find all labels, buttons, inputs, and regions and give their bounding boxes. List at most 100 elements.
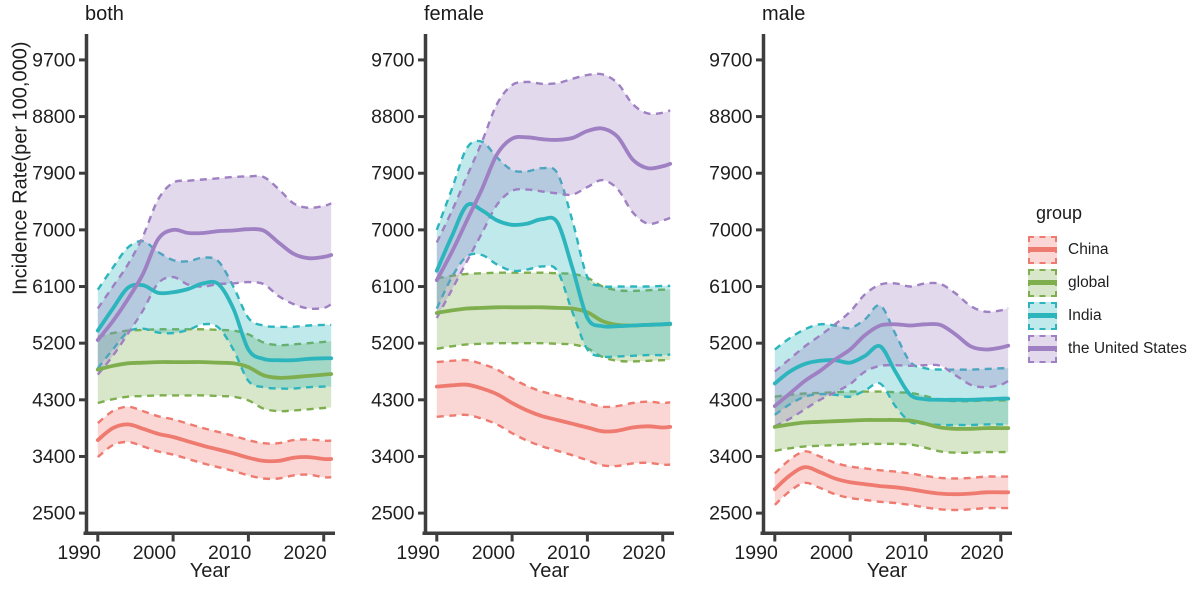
y-tick-label: 9700 xyxy=(32,49,76,71)
y-tick-label: 8800 xyxy=(371,106,415,128)
facet-both: both 9700 8800 7900 7000 6100 5200 4300 3400 250… xyxy=(32,0,335,589)
upper-band-global xyxy=(436,271,671,293)
y-tick-label: 2500 xyxy=(32,503,76,525)
y-tick-label: 5200 xyxy=(32,333,76,355)
legend-item-global: global xyxy=(1028,268,1187,297)
x-axis-title: Year xyxy=(189,560,231,582)
y-tick-label: 5200 xyxy=(709,333,753,355)
x-tick-label: 2010 xyxy=(547,542,591,564)
line-the United States xyxy=(772,322,1011,408)
legend-key-bar xyxy=(1028,313,1057,318)
ribbon-global xyxy=(97,329,332,412)
y-tick-label: 5200 xyxy=(371,333,415,355)
upper-band-China xyxy=(773,450,1009,480)
line-the United States xyxy=(95,227,334,342)
line-China xyxy=(772,465,1011,497)
plot-panel-both: 9700 8800 7900 7000 6100 5200 4300 3400 2500 1990… xyxy=(32,34,335,564)
y-tick-label: 9700 xyxy=(371,49,415,71)
line-India xyxy=(772,343,1011,402)
legend-label: the United States xyxy=(1068,339,1187,357)
lower-band-global xyxy=(436,341,671,363)
legend-key-india-icon xyxy=(1028,301,1057,330)
ribbon-India xyxy=(97,241,332,389)
upper-band-global xyxy=(97,328,332,347)
y-tick-label: 3400 xyxy=(709,446,753,468)
ribbon-the United States xyxy=(436,73,671,319)
legend: group China global India the United Stat… xyxy=(1028,203,1187,369)
lower-band-global xyxy=(774,442,1009,455)
lower-band-China xyxy=(436,413,671,468)
y-tick-label: 7000 xyxy=(371,219,415,241)
legend-label: global xyxy=(1068,273,1110,291)
lower-band-India xyxy=(96,322,332,390)
x-axis-title: Year xyxy=(528,560,570,582)
y-tick-label: 7900 xyxy=(32,163,76,185)
lower-band-China xyxy=(97,440,332,481)
facet-title-female: female xyxy=(424,3,485,25)
upper-band-the United States xyxy=(96,174,332,310)
ribbon-global xyxy=(436,272,671,362)
legend-item-us: the United States xyxy=(1028,334,1187,363)
x-tick-label: 2000 xyxy=(810,542,854,564)
ribbon-global xyxy=(774,391,1009,453)
lower-band-China xyxy=(773,481,1009,512)
y-tick-label: 6100 xyxy=(371,276,415,298)
y-tick-label: 6100 xyxy=(32,276,76,298)
x-tick-label: 2020 xyxy=(283,542,327,564)
ribbon-the United States xyxy=(97,175,332,375)
y-tick-label: 8800 xyxy=(32,106,76,128)
x-tick-label: 2000 xyxy=(133,542,177,564)
y-tick-label: 6100 xyxy=(709,276,753,298)
line-India xyxy=(434,202,673,329)
facet-male: male 9700 8800 7900 7000 6100 5200 4300 3400 250… xyxy=(709,0,1012,589)
line-global xyxy=(772,418,1011,431)
lower-band-India xyxy=(435,252,671,359)
x-tick-label: 2020 xyxy=(960,542,1004,564)
legend-key-global-icon xyxy=(1028,268,1057,297)
legend-label: India xyxy=(1068,306,1102,324)
line-global xyxy=(95,360,334,380)
x-axis-title: Year xyxy=(866,560,908,582)
upper-band-China xyxy=(436,358,671,409)
x-tick-label: 2010 xyxy=(208,542,252,564)
y-tick-label: 3400 xyxy=(371,446,415,468)
y-tick-label: 4300 xyxy=(32,389,76,411)
line-China xyxy=(95,422,334,464)
line-the United States xyxy=(434,126,673,283)
legend-item-india: India xyxy=(1028,301,1187,330)
y-tick-label: 8800 xyxy=(709,106,753,128)
y-tick-label: 7000 xyxy=(709,219,753,241)
legend-item-china: China xyxy=(1028,235,1187,264)
legend-key-bar xyxy=(1028,346,1057,351)
upper-band-India xyxy=(774,303,1009,371)
y-tick-label: 3400 xyxy=(32,446,76,468)
plot-panel-female: 9700 8800 7900 7000 6100 5200 4300 3400 2500 1990… xyxy=(371,34,674,564)
y-tick-label: 4300 xyxy=(709,389,753,411)
legend-key-bar xyxy=(1028,280,1057,285)
upper-band-the United States xyxy=(774,281,1009,373)
upper-band-the United States xyxy=(435,72,671,244)
lower-band-global xyxy=(97,394,332,413)
y-tick-label: 4300 xyxy=(371,389,415,411)
facet-title-male: male xyxy=(762,3,806,25)
facet-female: female 9700 8800 7900 7000 6100 5200 4300 3400 2… xyxy=(371,0,674,589)
y-tick-label: 2500 xyxy=(709,503,753,525)
x-tick-label: 1990 xyxy=(734,542,778,564)
lower-band-India xyxy=(774,381,1009,427)
x-tick-label: 2020 xyxy=(622,542,666,564)
ribbon-China xyxy=(436,359,671,467)
upper-band-India xyxy=(96,239,332,329)
facet-title-both: both xyxy=(85,3,124,25)
plot-panel-male: 9700 8800 7900 7000 6100 5200 4300 3400 2500 1990… xyxy=(709,34,1012,564)
legend-key-bar xyxy=(1028,247,1057,252)
line-China xyxy=(434,382,673,434)
y-tick-label: 7900 xyxy=(709,163,753,185)
x-tick-label: 1990 xyxy=(396,542,440,564)
y-tick-label: 7900 xyxy=(371,163,415,185)
legend-key-china-icon xyxy=(1028,235,1057,264)
upper-band-China xyxy=(97,405,332,445)
legend-label: China xyxy=(1068,240,1109,258)
ribbon-India xyxy=(436,140,671,357)
legend-key-us-icon xyxy=(1028,334,1057,363)
